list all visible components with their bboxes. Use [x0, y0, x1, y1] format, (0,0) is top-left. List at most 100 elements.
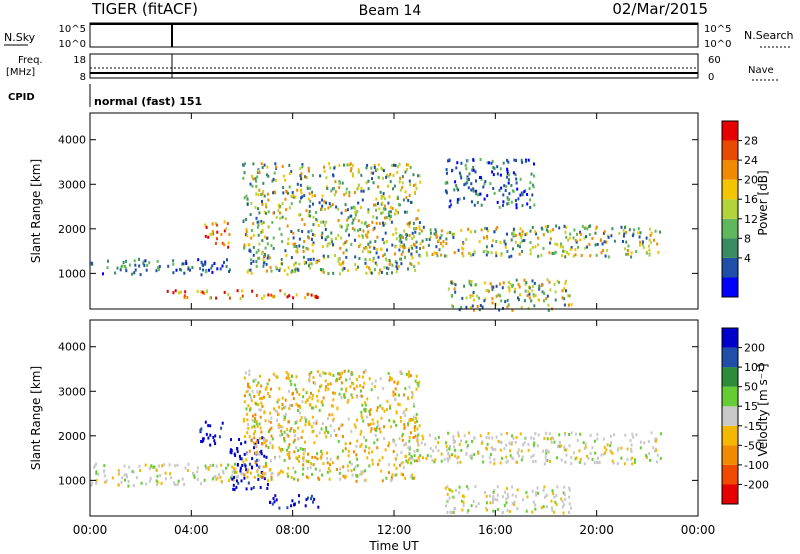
power-cell [364, 261, 367, 265]
velocity-cell [158, 464, 160, 468]
power-cell [347, 216, 350, 220]
power-cell [542, 233, 545, 237]
velocity-cell [344, 474, 347, 478]
power-cell [407, 199, 410, 202]
power-cell [399, 176, 402, 180]
velocity-cell [339, 467, 342, 471]
power-cell [418, 232, 421, 236]
power-cell [334, 254, 336, 257]
power-cell [520, 191, 523, 195]
power-cell [321, 204, 324, 208]
velocity-cell [392, 440, 395, 444]
power-cell [387, 211, 390, 215]
power-cell [420, 229, 423, 233]
power-cell [250, 261, 253, 265]
power-cell [453, 232, 456, 236]
velocity-cell [612, 461, 615, 465]
velocity-cell [327, 387, 330, 391]
velocity-cell [302, 459, 305, 463]
power-cell [448, 158, 451, 162]
velocity-cell [494, 447, 497, 451]
velocity-cell [262, 475, 265, 479]
power-cell [362, 189, 365, 193]
power-cell [521, 250, 524, 253]
velocity-cell [260, 401, 263, 405]
power-cell [451, 304, 453, 308]
velocity-cell [261, 475, 264, 479]
velocity-cell [176, 463, 179, 467]
power-cell [567, 294, 570, 298]
power-cell [251, 184, 254, 188]
velocity-cell [199, 428, 202, 432]
velocity-cell [306, 460, 309, 463]
power-cell [219, 267, 222, 271]
power-cell [475, 179, 477, 183]
power-cell [172, 262, 175, 266]
power-cell [247, 268, 250, 272]
velocity-cell [289, 429, 292, 433]
power-cell [402, 236, 405, 240]
velocity-cell [236, 447, 239, 450]
power-colorbar-segment [722, 257, 738, 278]
power-cell [252, 245, 255, 249]
power-cell [573, 228, 576, 232]
velocity-cell [131, 470, 134, 473]
power-cell [411, 231, 414, 235]
velocity-cell [287, 475, 290, 478]
power-cell [491, 159, 494, 163]
velocity-cell [207, 424, 210, 428]
velocity-cell [332, 374, 335, 377]
velocity-cell [232, 487, 235, 491]
power-cell [445, 190, 448, 193]
velocity-cell [325, 385, 327, 389]
power-cell [343, 193, 346, 197]
power-cell [371, 220, 374, 224]
power-cell [515, 177, 518, 181]
velocity-cell [196, 466, 199, 470]
power-cell [404, 170, 407, 174]
power-cell [491, 170, 494, 174]
velocity-cell [631, 432, 634, 436]
velocity-cell [542, 505, 545, 509]
velocity-cell [248, 408, 251, 412]
velocity-cell [415, 412, 418, 416]
power-cell [518, 252, 521, 256]
velocity-cell [396, 453, 399, 457]
velocity-cell [263, 438, 266, 442]
power-cell [288, 185, 291, 189]
velocity-cell [329, 382, 332, 386]
velocity-cell [407, 375, 410, 378]
power-cell [295, 244, 298, 248]
power-cell [409, 166, 412, 169]
velocity-cell [400, 472, 403, 476]
power-cell [292, 236, 295, 240]
velocity-cell [209, 424, 212, 428]
power-cell [503, 239, 506, 243]
velocity-cell [385, 476, 388, 480]
velocity-cell [341, 435, 344, 438]
power-cell [408, 179, 411, 183]
power-cell [226, 222, 229, 226]
velocity-cell [620, 456, 623, 460]
velocity-colorbar-tick-label: -50 [744, 439, 762, 452]
power-cell [389, 205, 392, 209]
velocity-cell [368, 423, 371, 427]
velocity-cell [339, 375, 342, 379]
velocity-cell [258, 374, 261, 378]
velocity-cell [268, 430, 270, 434]
power-cell [470, 188, 473, 192]
velocity-cell [276, 400, 279, 404]
power-ytick-label: 1000 [58, 267, 86, 280]
velocity-cell [650, 431, 653, 435]
power-cell [293, 263, 295, 267]
power-cell [351, 206, 354, 210]
velocity-cell [309, 466, 312, 470]
power-cell [351, 221, 354, 225]
velocity-cell [288, 456, 291, 460]
power-cell [353, 228, 356, 232]
power-cell [308, 210, 311, 213]
velocity-cell [417, 456, 420, 460]
velocity-cell [437, 441, 440, 444]
velocity-cell [458, 485, 461, 489]
velocity-cell [410, 461, 413, 465]
